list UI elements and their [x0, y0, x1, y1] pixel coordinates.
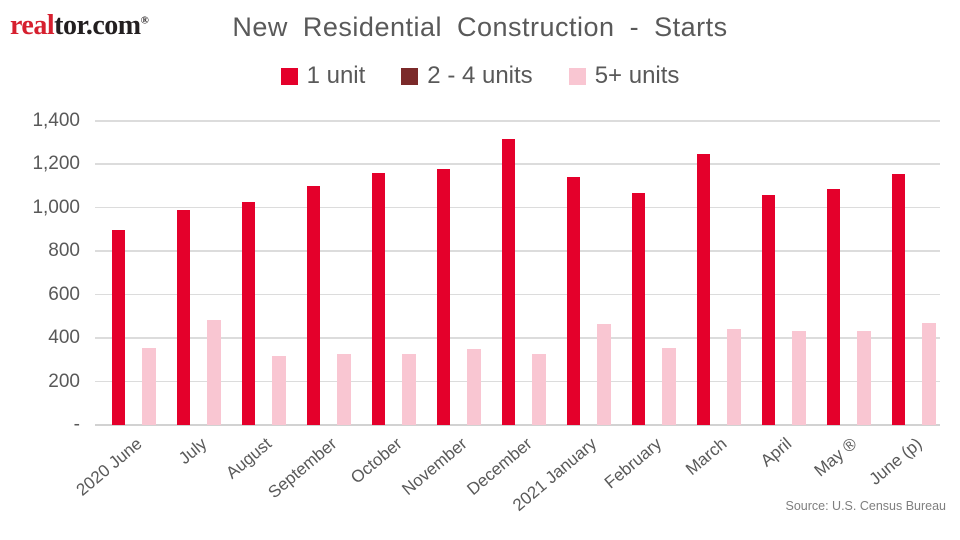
- y-axis-tick-label: 800: [48, 240, 80, 262]
- bar-5+-units-6: [532, 354, 546, 425]
- bar-5+-units-11: [857, 331, 871, 425]
- bar-5+-units-10: [792, 331, 806, 425]
- y-axis-tick-label: 1,000: [32, 196, 80, 218]
- legend-swatch-2-4-units: [401, 67, 419, 85]
- chart-title: New Residential Construction - Starts: [232, 12, 728, 42]
- legend-item-1-unit: 1 unit: [280, 62, 366, 90]
- legend: 1 unit 2 - 4 units 5+ units: [0, 62, 960, 90]
- legend-item-2-4-units: 2 - 4 units: [401, 62, 533, 90]
- source-attribution: Source: U.S. Census Bureau: [785, 499, 947, 513]
- bar-1-unit-5: [437, 169, 450, 425]
- legend-swatch-1-unit: [280, 67, 298, 85]
- gridline: [95, 163, 940, 165]
- x-axis-label: March: [681, 434, 731, 479]
- bar-1-unit-9: [697, 154, 710, 425]
- gridline: [95, 380, 940, 383]
- realtor-logo: realtor.com®: [10, 10, 149, 42]
- bar-5+-units-8: [662, 348, 676, 425]
- x-axis-label: October: [346, 434, 406, 488]
- y-axis-tick-label: 600: [48, 283, 80, 305]
- gridline: [95, 120, 940, 122]
- gridline: [95, 293, 940, 296]
- gridline: [95, 424, 940, 426]
- legend-label-2-4-units: 2 - 4 units: [427, 62, 533, 89]
- legend-label-1-unit: 1 unit: [306, 62, 366, 89]
- y-axis-tick-label: 400: [48, 327, 80, 349]
- legend-swatch-5plus-units: [568, 67, 586, 85]
- registered-mark-icon: ®: [140, 14, 149, 27]
- y-axis-tick-label: 1,400: [32, 110, 80, 131]
- x-axis-label: September: [264, 434, 341, 503]
- bar-5+-units-5: [467, 349, 481, 425]
- bar-1-unit-4: [372, 173, 385, 425]
- logo-real-text: real: [10, 10, 55, 41]
- bar-5+-units-4: [402, 354, 416, 425]
- bar-1-unit-12: [892, 174, 905, 425]
- bar-1-unit-10: [762, 195, 775, 425]
- bar-1-unit-3: [307, 186, 320, 425]
- bar-5+-units-9: [727, 329, 741, 425]
- bar-1-unit-8: [632, 193, 645, 425]
- x-axis-label: May ®: [810, 434, 861, 481]
- bar-5+-units-0: [142, 348, 156, 425]
- y-axis-tick-label: 200: [48, 370, 80, 392]
- x-axis-label: February: [600, 434, 666, 493]
- x-axis-label: July: [174, 434, 211, 468]
- bar-5+-units-12: [922, 323, 936, 425]
- bar-1-unit-0: [112, 230, 125, 425]
- x-axis-label: 2020 June: [72, 434, 146, 500]
- bar-5+-units-1: [207, 320, 221, 425]
- bar-1-unit-2: [242, 202, 255, 425]
- bar-1-unit-1: [177, 210, 190, 425]
- bar-5+-units-3: [337, 354, 351, 425]
- bar-1-unit-7: [567, 177, 580, 425]
- gridline: [95, 250, 940, 252]
- bar-1-unit-11: [827, 189, 840, 425]
- bar-5+-units-2: [272, 356, 286, 425]
- y-axis-tick-label: 1,200: [32, 153, 80, 175]
- x-axis-label: November: [397, 434, 471, 499]
- legend-label-5plus-units: 5+ units: [594, 62, 680, 89]
- legend-item-5plus-units: 5+ units: [568, 62, 680, 90]
- x-axis-label: August: [222, 434, 276, 483]
- x-axis-label: June (p): [865, 434, 926, 489]
- logo-tor-text: tor.com: [54, 10, 141, 41]
- gridline: [95, 337, 940, 339]
- y-axis-tick-label: -: [73, 414, 80, 435]
- x-axis-label: April: [756, 434, 796, 471]
- bar-5+-units-7: [597, 324, 611, 425]
- gridline: [95, 206, 940, 209]
- bar-1-unit-6: [502, 139, 515, 425]
